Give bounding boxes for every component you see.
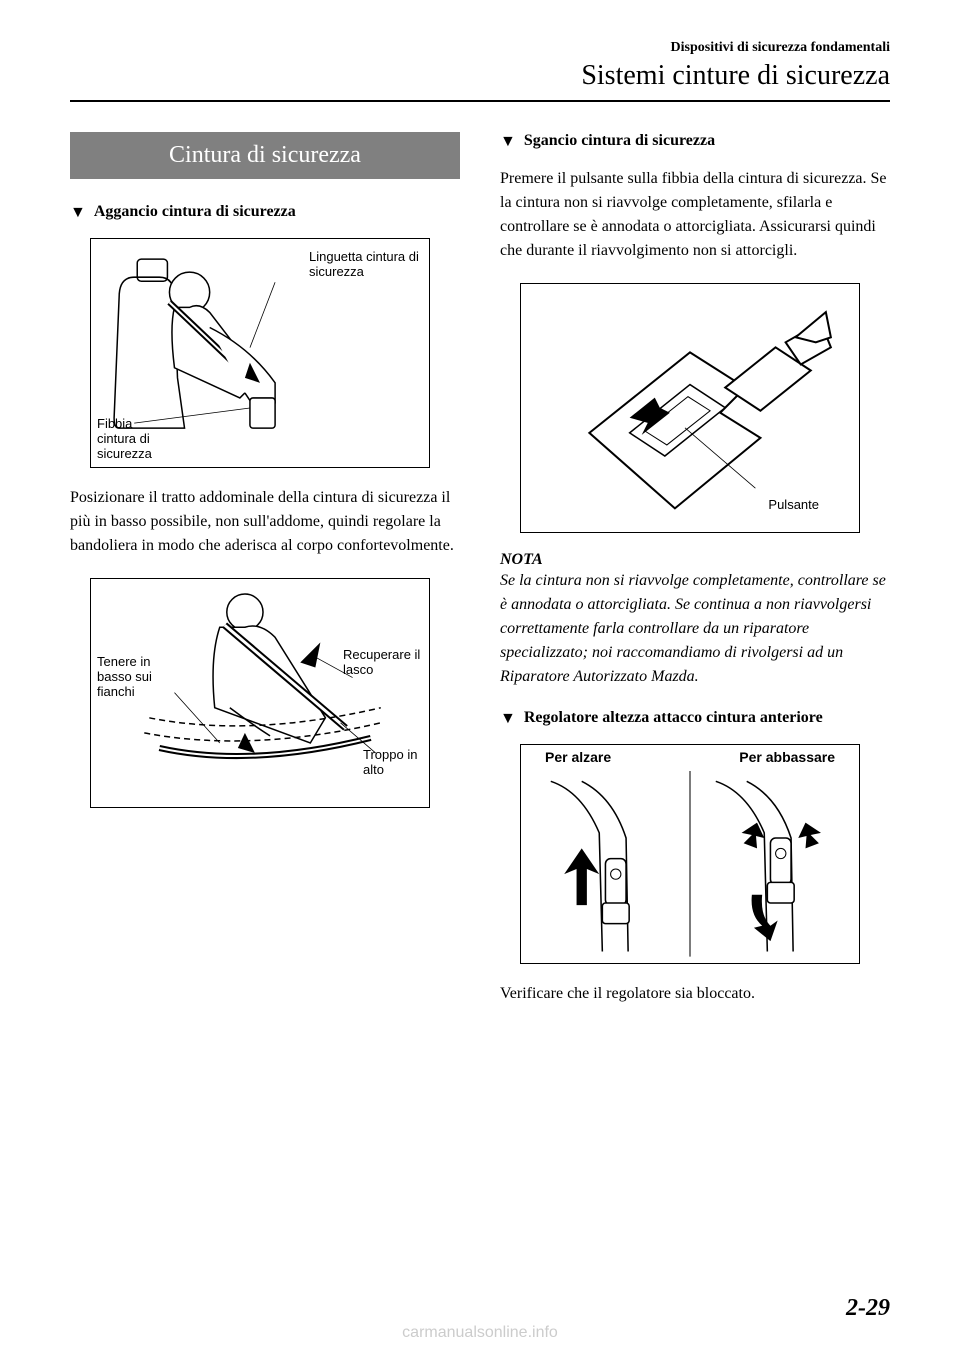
note-title: NOTA: [500, 551, 890, 569]
label-take-up: Recuperare il lasco: [343, 647, 423, 677]
right-column: ▼ Sgancio cintura di sicurezza Premere i…: [500, 132, 890, 1026]
heading-regolatore: ▼ Regolatore altezza attacco cintura ant…: [500, 709, 890, 728]
header-small-title: Dispositivi di sicurezza fondamentali: [70, 40, 890, 56]
page-number: 2-29: [846, 1295, 890, 1322]
figure-belt-release: Pulsante: [520, 283, 860, 533]
body-text-right-1: Premere il pulsante sulla fibbia della c…: [500, 167, 890, 263]
page-header: Dispositivi di sicurezza fondamentali Si…: [70, 40, 890, 92]
body-text-1: Posizionare il tratto addominale della c…: [70, 486, 460, 558]
triangle-icon: ▼: [500, 709, 516, 728]
figure-belt-fasten: Linguetta cintura di sicurezza Fibbia ci…: [90, 238, 430, 468]
label-too-high: Troppo in alto: [363, 747, 423, 777]
content-columns: Cintura di sicurezza ▼ Aggancio cintura …: [70, 132, 890, 1026]
heading-text: Sgancio cintura di sicurezza: [524, 132, 715, 150]
heading-sgancio: ▼ Sgancio cintura di sicurezza: [500, 132, 890, 151]
note-text: Se la cintura non si riavvolge completam…: [500, 569, 890, 689]
label-keep-low: Tenere in basso sui fianchi: [97, 654, 167, 699]
triangle-icon: ▼: [70, 203, 86, 222]
heading-aggancio: ▼ Aggancio cintura di sicurezza: [70, 203, 460, 222]
section-header: Cintura di sicurezza: [70, 132, 460, 179]
left-column: Cintura di sicurezza ▼ Aggancio cintura …: [70, 132, 460, 1026]
label-raise: Per alzare: [545, 749, 611, 765]
watermark: carmanualsonline.info: [0, 1324, 960, 1342]
header-large-title: Sistemi cinture di sicurezza: [70, 60, 890, 92]
label-tongue: Linguetta cintura di sicurezza: [309, 249, 419, 279]
header-divider: [70, 100, 890, 102]
heading-text: Regolatore altezza attacco cintura anter…: [524, 709, 823, 727]
label-pulsante: Pulsante: [768, 497, 819, 512]
figure-height-adjuster: Per alzare Per abbassare: [520, 744, 860, 964]
label-lower: Per abbassare: [739, 749, 835, 765]
triangle-icon: ▼: [500, 132, 516, 151]
label-buckle: Fibbia cintura di sicurezza: [97, 416, 167, 461]
figure-belt-position: Tenere in basso sui fianchi Recuperare i…: [90, 578, 430, 808]
body-text-right-2: Verificare che il regolatore sia bloccat…: [500, 982, 890, 1006]
heading-text: Aggancio cintura di sicurezza: [94, 203, 296, 221]
